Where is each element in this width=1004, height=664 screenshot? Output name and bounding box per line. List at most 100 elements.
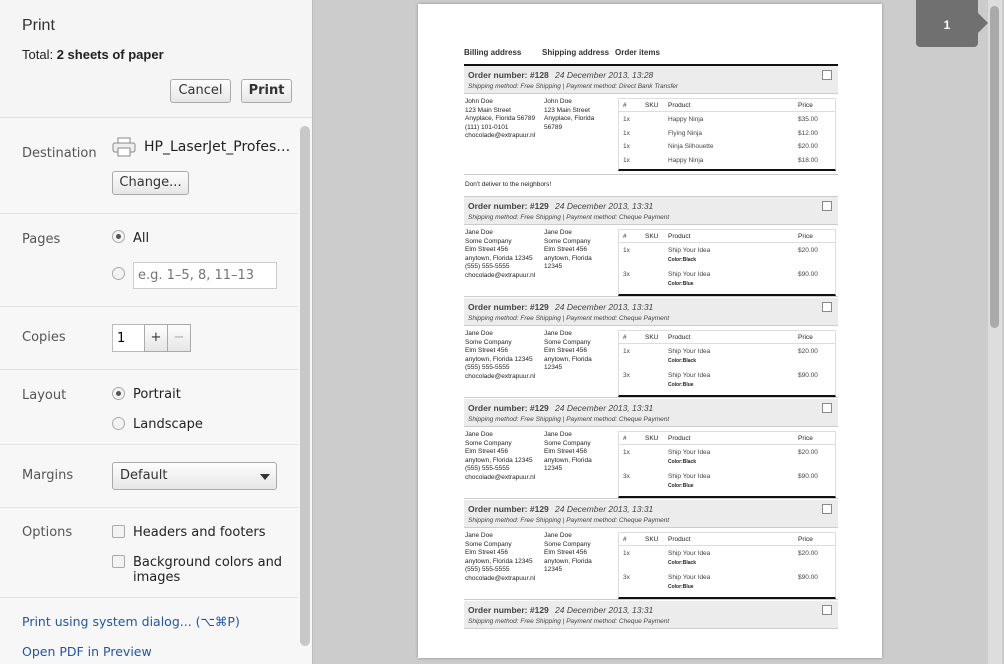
- order-note: Don't deliver to the neighbors!: [465, 181, 552, 188]
- order-checkbox[interactable]: [822, 201, 832, 211]
- address-line: chocolade@extrapuur.nl: [465, 132, 536, 140]
- address-line: John Doe: [544, 98, 572, 105]
- address-line: Elm Street 456: [465, 246, 508, 254]
- table-row: 1x Ship Your Idea Color:Black $20.00: [619, 243, 835, 267]
- printer-icon: [112, 137, 136, 157]
- preview-scrollbar[interactable]: [988, 0, 1002, 664]
- change-destination-button[interactable]: Change...: [112, 171, 189, 195]
- order-header: Order number: #129 24 December 2013, 13:…: [464, 197, 838, 225]
- options-section: Options Headers and footers Background c…: [0, 508, 298, 598]
- print-settings-panel: Print Total: 2 sheets of paper Cancel Pr…: [0, 0, 313, 664]
- shipping-address-header: Shipping address: [542, 48, 610, 57]
- system-dialog-link[interactable]: Print using system dialog... (⌥⌘P): [22, 614, 240, 629]
- item-product: Ship Your Idea: [668, 550, 711, 557]
- shipping-address: Jane Doe Some Company Elm Street 456 anytow…: [544, 431, 592, 474]
- item-qty: 1x: [623, 348, 630, 355]
- shipping-method: Shipping method: Free Shipping: [468, 517, 561, 524]
- address-line: anytown, Florida 12345: [465, 557, 533, 565]
- address-line: 12345: [544, 263, 563, 271]
- order-block: Order number: #129 24 December 2013, 13:…: [464, 601, 838, 629]
- destination-section: Destination HP_LaserJet_Profes… Change..…: [0, 119, 298, 214]
- landscape-label: Landscape: [133, 417, 203, 432]
- col-price-header: Price: [798, 233, 813, 240]
- address-line: chocolade@extrapuur.nl: [465, 372, 536, 380]
- item-price: $20.00: [798, 348, 818, 355]
- payment-method: Payment method: Cheque Payment: [566, 416, 670, 423]
- item-qty: 1x: [623, 156, 630, 164]
- address-line: Elm Street 456: [465, 347, 508, 355]
- address-line: John Doe: [465, 98, 493, 105]
- table-row: 3x Ship Your Idea Color:Blue $90.00: [619, 368, 835, 392]
- order-checkbox[interactable]: [822, 403, 832, 413]
- copies-input[interactable]: 1: [112, 324, 145, 352]
- table-row: 1x Ship Your Idea Color:Black $20.00: [619, 344, 835, 368]
- landscape-radio[interactable]: [112, 417, 125, 430]
- background-colors-checkbox[interactable]: [112, 555, 125, 568]
- order-header: Order number: #129 24 December 2013, 13:…: [464, 399, 838, 427]
- address-line: chocolade@extrapuur.nl: [465, 473, 536, 481]
- item-option: Color:Blue: [668, 584, 694, 590]
- margins-label: Margins: [22, 468, 74, 483]
- order-items-table: # SKU Product Price 1x Happy Ninja $35.0…: [618, 98, 836, 171]
- item-qty: 1x: [623, 550, 630, 557]
- order-checkbox[interactable]: [822, 302, 832, 312]
- order-meta: Shipping method: Free Shipping | Payment…: [468, 214, 670, 221]
- pages-section: Pages All: [0, 214, 298, 307]
- col-sku-header: SKU: [645, 102, 659, 109]
- margins-select[interactable]: Default: [112, 462, 277, 490]
- col-product-header: Product: [668, 102, 691, 109]
- order-header: Order number: #129 24 December 2013, 13:…: [464, 298, 838, 326]
- payment-method: Payment method: Cheque Payment: [566, 618, 670, 625]
- col-product-header: Product: [668, 334, 691, 341]
- item-price: $20.00: [798, 449, 818, 456]
- destination-label: Destination: [22, 146, 97, 161]
- copies-increment-button[interactable]: +: [144, 324, 168, 352]
- order-checkbox[interactable]: [822, 504, 832, 514]
- pages-range-input[interactable]: [133, 262, 277, 289]
- address-line: 12345: [544, 364, 563, 372]
- order-checkbox[interactable]: [822, 70, 832, 80]
- options-label: Options: [22, 525, 73, 540]
- item-price: $20.00: [798, 247, 818, 254]
- address-line: anytown, Florida: [544, 557, 592, 565]
- item-option: Color:Blue: [668, 281, 694, 287]
- item-qty: 3x: [623, 372, 630, 379]
- address-line: Anyplace, Florida 56789: [465, 115, 536, 123]
- layout-section: Layout Portrait Landscape: [0, 370, 298, 445]
- pages-all-radio[interactable]: [112, 230, 125, 243]
- order-checkbox[interactable]: [822, 605, 832, 615]
- payment-method: Payment method: Direct Bank Transfer: [566, 83, 679, 90]
- address-line: Jane Doe: [465, 431, 493, 438]
- col-qty-header: #: [623, 536, 627, 543]
- copies-label: Copies: [22, 330, 66, 345]
- open-pdf-link[interactable]: Open PDF in Preview: [22, 644, 152, 659]
- headers-footers-checkbox[interactable]: [112, 525, 125, 538]
- table-row: 1x Flying Ninja $12.00: [619, 126, 835, 140]
- scrollbar-thumb[interactable]: [990, 6, 999, 328]
- item-product: Ship Your Idea: [668, 449, 711, 456]
- item-product: Happy Ninja: [668, 156, 704, 164]
- table-row: 3x Ship Your Idea Color:Blue $90.00: [619, 267, 835, 291]
- item-price: $90.00: [798, 574, 818, 581]
- item-product: Ship Your Idea: [668, 372, 711, 379]
- order-meta: Shipping method: Free Shipping | Payment…: [468, 517, 670, 524]
- address-line: Jane Doe: [465, 330, 493, 337]
- portrait-radio[interactable]: [112, 387, 125, 400]
- layout-label: Layout: [22, 388, 67, 403]
- copies-decrement-button[interactable]: −: [167, 324, 191, 352]
- col-qty-header: #: [623, 233, 627, 240]
- pages-range-radio[interactable]: [112, 267, 125, 280]
- address-line: anytown, Florida 12345: [465, 456, 533, 464]
- order-items-table: # SKU Product Price 1x Ship Your Idea Co…: [618, 330, 836, 397]
- order-divider: [464, 397, 838, 398]
- print-preview: Billing address Shipping address Order i…: [314, 0, 1004, 664]
- order-block: Order number: #129 24 December 2013, 13:…: [464, 399, 838, 500]
- payment-method: Payment method: Cheque Payment: [566, 315, 670, 322]
- address-line: (555) 555-5555: [465, 364, 510, 372]
- order-number: Order number: #128: [468, 70, 549, 80]
- address-line: Elm Street 456: [465, 549, 508, 557]
- settings-scrollbar[interactable]: [300, 126, 310, 646]
- print-button[interactable]: Print: [241, 79, 292, 103]
- item-option: Color:Black: [668, 358, 697, 364]
- cancel-button[interactable]: Cancel: [170, 79, 231, 103]
